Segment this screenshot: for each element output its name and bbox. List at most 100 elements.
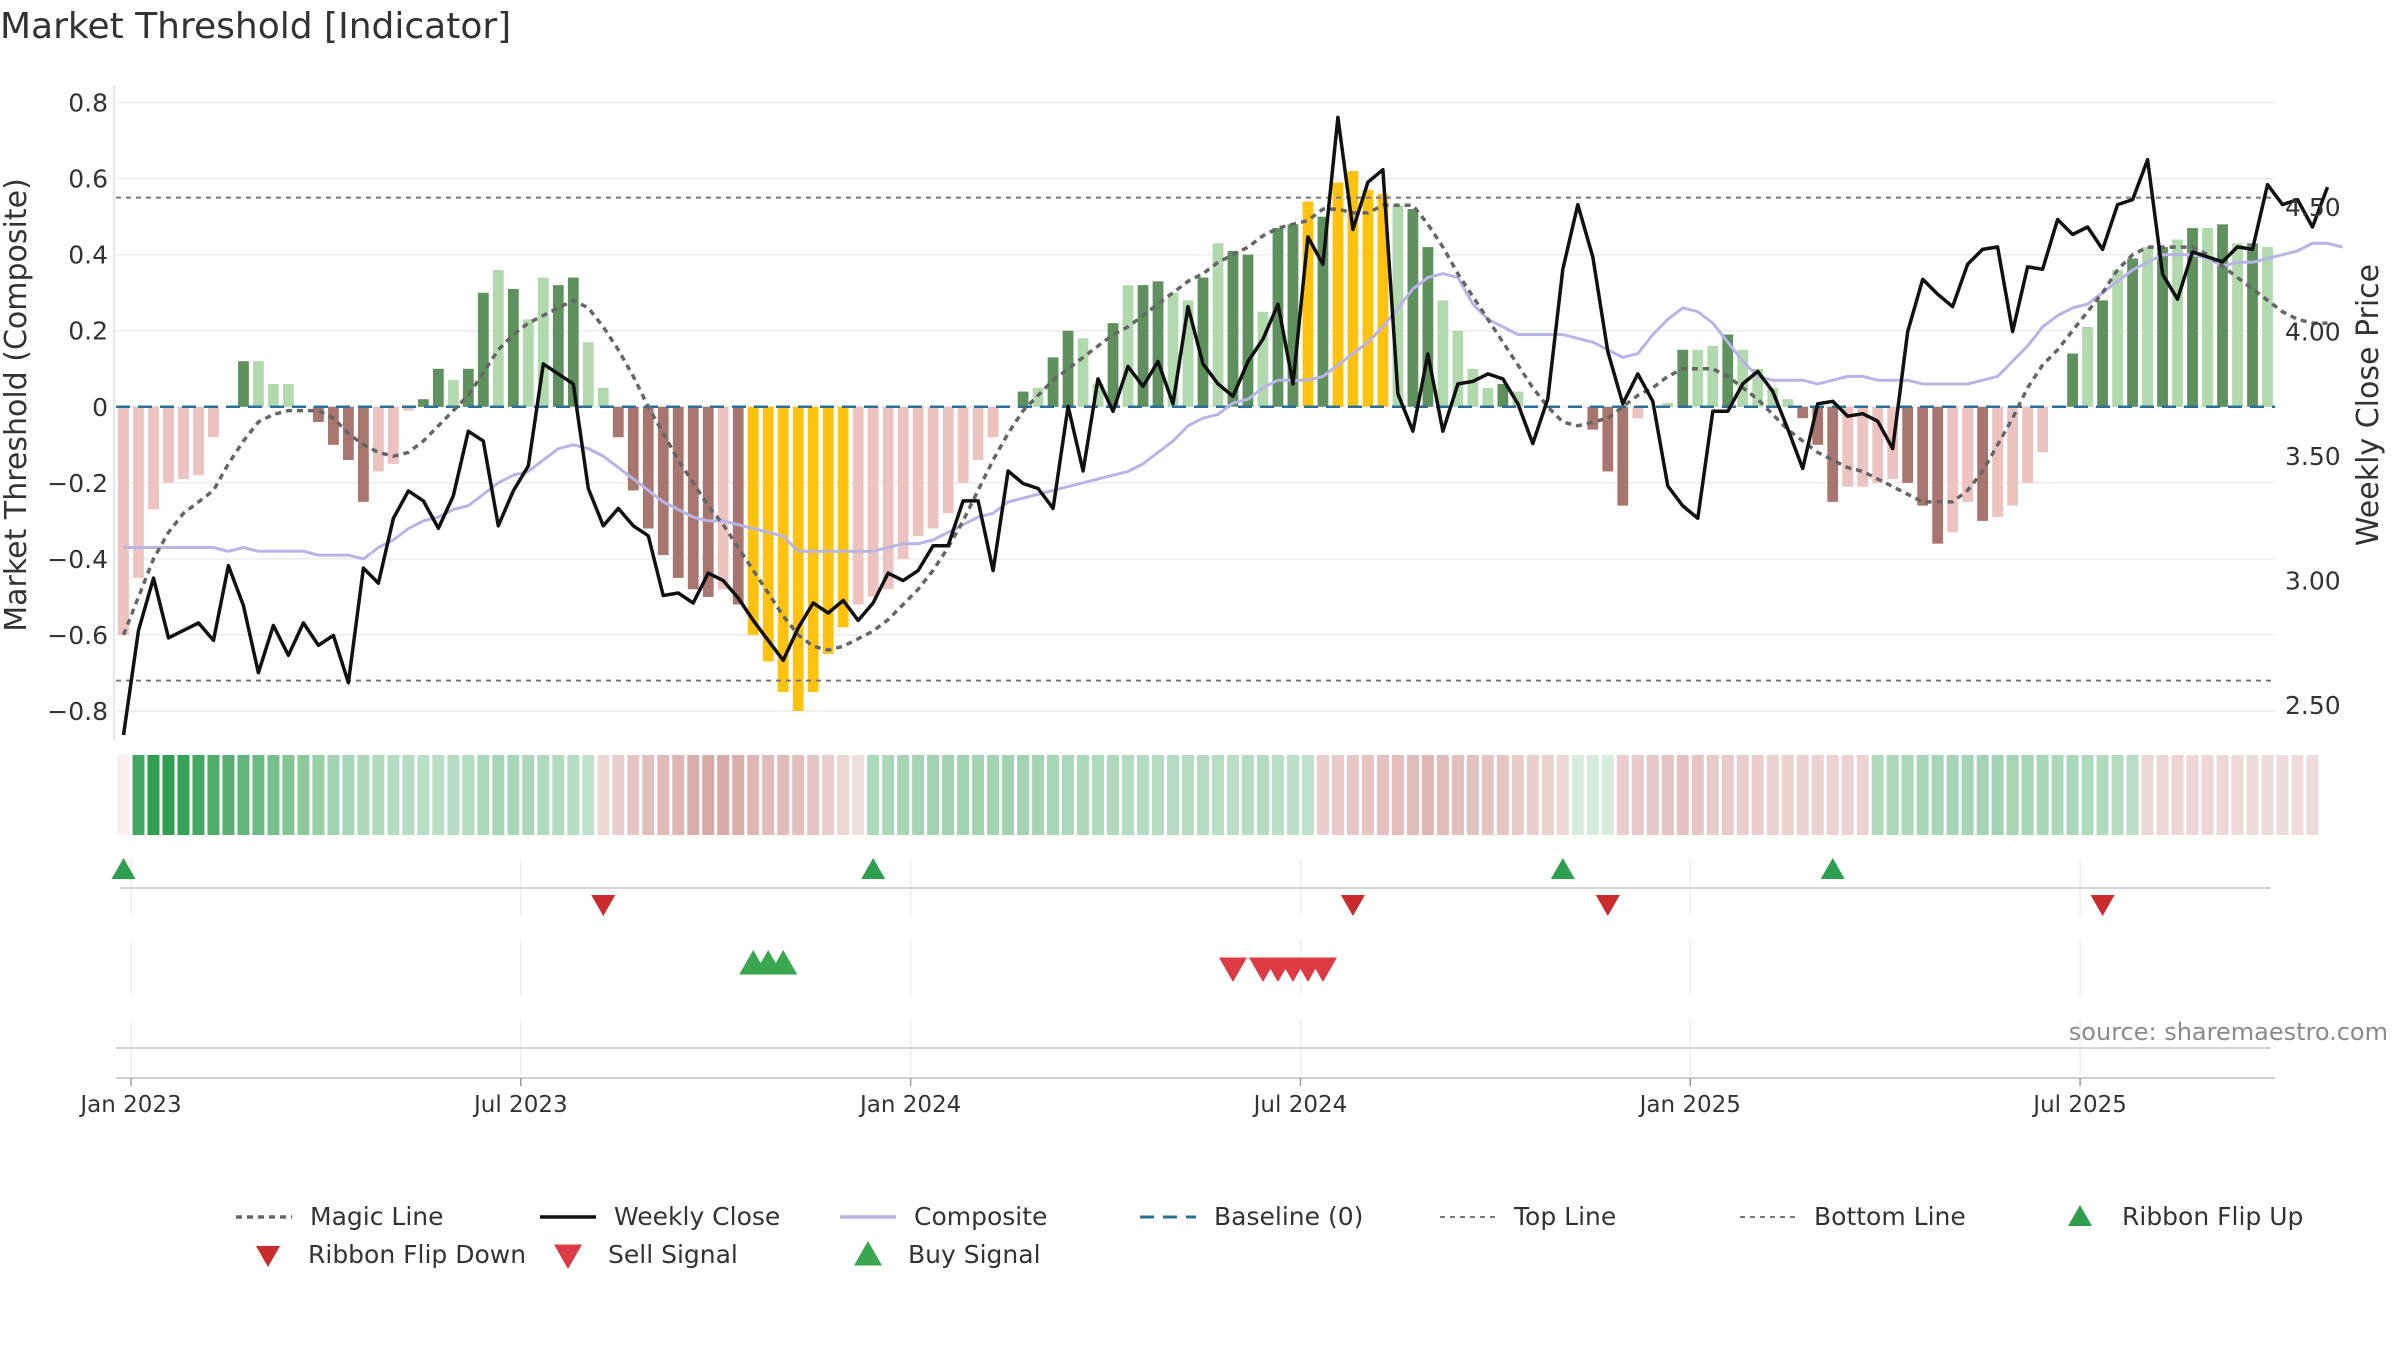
ribbon-cell xyxy=(792,755,805,835)
y2-tick-label: 3.50 xyxy=(2285,442,2341,471)
histogram-bar xyxy=(238,361,249,407)
histogram-bar xyxy=(208,406,219,438)
ribbon-cell xyxy=(1481,755,1494,835)
ribbon-cell xyxy=(582,755,595,835)
series-lines xyxy=(116,115,2343,736)
legend-item-bottom: Bottom Line xyxy=(1740,1202,1966,1231)
histogram-bar xyxy=(313,406,324,423)
ribbon-cell xyxy=(132,755,145,835)
histogram-bar xyxy=(163,406,174,483)
ribbon-cell xyxy=(1032,755,1045,835)
ribbon-cell xyxy=(282,755,295,835)
ribbon-cell xyxy=(1301,755,1314,835)
legend-swatch xyxy=(2068,1205,2092,1226)
ribbon-cell xyxy=(1391,755,1404,835)
histogram-bar xyxy=(942,406,954,514)
histogram-bar xyxy=(492,269,504,407)
source-note: source: sharemaestro.com xyxy=(2068,1018,2388,1046)
ribbon-flip-up-marker xyxy=(1550,858,1575,879)
ribbon-cell xyxy=(2156,755,2169,835)
ribbon-cell xyxy=(1736,755,1749,835)
ribbon-cell xyxy=(267,755,280,835)
ribbon-cell xyxy=(1331,755,1344,835)
y-tick-label: −0.2 xyxy=(47,469,108,498)
histogram-bar xyxy=(1992,406,2004,518)
ribbon-cell xyxy=(2261,755,2274,835)
ribbon-cell xyxy=(1541,755,1554,835)
x-axis: Jan 2023 Jul 2023 Jan 2024 Jul 2024 Jan 2025… xyxy=(78,1077,2275,1118)
ribbon-cell xyxy=(882,755,895,835)
ribbon-cell xyxy=(1241,755,1254,835)
histogram-bar xyxy=(522,319,534,407)
histogram-bar xyxy=(1437,300,1449,407)
ribbon-cell xyxy=(717,755,730,835)
histogram-bar xyxy=(1362,190,1374,407)
histogram-bar xyxy=(567,277,579,407)
ribbon-cell xyxy=(207,755,220,835)
x-tick-label: Jul 2025 xyxy=(2031,1092,2127,1118)
ribbon-cell xyxy=(1781,755,1794,835)
y-tick-label: 0.6 xyxy=(68,165,108,194)
ribbon-cell xyxy=(2186,755,2199,835)
ribbon-cell xyxy=(462,755,475,835)
histogram-bar xyxy=(268,383,279,407)
y2-tick-label: 4.50 xyxy=(2285,193,2341,222)
histogram-bar xyxy=(2202,228,2213,407)
ribbon-cell xyxy=(2006,755,2019,835)
ribbon-cell xyxy=(1586,755,1599,835)
ribbon-cell xyxy=(1856,755,1869,835)
histogram-bar xyxy=(582,342,594,407)
histogram-bar xyxy=(357,406,369,502)
ribbon-cell xyxy=(1751,755,1764,835)
axes: 0.8 0.6 0.4 0.2 0 −0.2 −0.4 −0.6 −0.8 4.50 4.00 3.5… xyxy=(47,85,2341,740)
histogram-bar xyxy=(1497,383,1509,407)
histogram-bar xyxy=(2112,269,2123,407)
histogram-bar xyxy=(852,406,864,605)
magic-line xyxy=(121,203,2328,652)
ribbon-cell xyxy=(732,755,745,835)
ribbon-cell xyxy=(1511,755,1524,835)
ribbon-cell xyxy=(747,755,760,835)
ribbon-cell xyxy=(1092,755,1105,835)
ribbon-cell xyxy=(807,755,820,835)
ribbon-cell xyxy=(1811,755,1824,835)
x-tick-label: Jan 2023 xyxy=(78,1092,181,1118)
histogram-bar xyxy=(717,406,729,590)
ribbon-cell xyxy=(342,755,355,835)
histogram-bar xyxy=(912,406,924,537)
ribbon-cell xyxy=(897,755,910,835)
histogram-bar xyxy=(1917,406,1929,506)
ribbon-cell xyxy=(2126,755,2139,835)
legend-item-top: Top Line xyxy=(1440,1202,1616,1231)
histogram-bar xyxy=(1047,357,1059,407)
ribbon-cell xyxy=(1107,755,1120,835)
legend-item-flipdown: Ribbon Flip Down xyxy=(256,1240,526,1269)
ribbon-cell xyxy=(1946,755,1959,835)
ribbon-cell xyxy=(1196,755,1209,835)
ribbon-cell xyxy=(372,755,385,835)
y-tick-label: 0 xyxy=(92,393,108,422)
y-axis-label: Market Threshold (Composite) xyxy=(0,178,34,632)
histogram-bar xyxy=(747,406,759,635)
histogram-bar xyxy=(1422,247,1434,407)
histogram-bar xyxy=(1467,368,1479,407)
histogram-bar xyxy=(1287,224,1299,407)
ribbon-flip-down-marker xyxy=(1595,895,1620,916)
y-tick-label: 0.2 xyxy=(68,317,108,346)
ribbon-cell xyxy=(327,755,340,835)
ribbon-cell xyxy=(297,755,310,835)
histogram-bar xyxy=(537,277,549,407)
histogram-bar xyxy=(283,383,294,407)
y2-axis-label: Weekly Close Price xyxy=(2351,264,2386,546)
histogram-bar xyxy=(2247,243,2258,407)
histogram-bar xyxy=(1782,399,1794,407)
ribbon-cell xyxy=(417,755,430,835)
ribbon-cell xyxy=(1496,755,1509,835)
histogram-bar xyxy=(687,406,699,590)
ribbon-cell xyxy=(972,755,985,835)
ribbon-cell xyxy=(2216,755,2229,835)
ribbon-cell xyxy=(1976,755,1989,835)
histogram-bar xyxy=(1407,209,1419,407)
x-tick-label: Jul 2023 xyxy=(472,1092,568,1118)
